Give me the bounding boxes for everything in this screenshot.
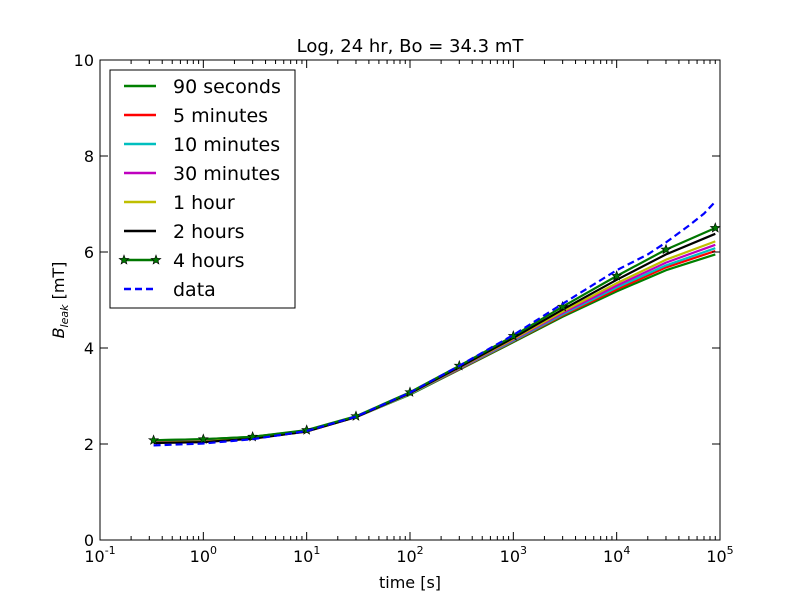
series-marker-4-hours bbox=[147, 434, 160, 445]
series-marker-4-hours bbox=[301, 424, 313, 435]
x-tick-label: 101 bbox=[293, 544, 320, 566]
x-tick-label: 103 bbox=[500, 544, 527, 566]
y-axis-title-unit: [mT] bbox=[49, 262, 68, 305]
legend-marker-4-hours bbox=[150, 254, 162, 265]
y-axis-title-symbol: B bbox=[49, 327, 68, 338]
y-tick-label: 2 bbox=[84, 435, 94, 454]
x-tick-label: 102 bbox=[396, 544, 423, 566]
series-marker-4-hours bbox=[709, 222, 721, 233]
x-tick-label: 100 bbox=[190, 544, 217, 566]
series-marker-4-hours bbox=[660, 243, 672, 255]
legend: 90 seconds 5 minutes 10 minutes 30 minutes 1… bbox=[109, 69, 296, 309]
series-marker-4-hours bbox=[507, 330, 519, 341]
legend-label-4-hours: 4 hours bbox=[173, 250, 245, 272]
series-layer bbox=[147, 200, 721, 447]
x-tick-label: 105 bbox=[706, 544, 733, 566]
legend-label-5-minutes: 5 minutes bbox=[173, 105, 268, 127]
y-axis-title-subscript: leak bbox=[58, 304, 71, 328]
x-tick-label: 104 bbox=[603, 544, 630, 566]
y-tick-label: 4 bbox=[84, 339, 94, 358]
y-tick-label: 10 bbox=[74, 51, 94, 70]
legend-marker-4-hours bbox=[118, 254, 130, 265]
x-axis-title: time [s] bbox=[379, 573, 441, 592]
legend-label-2-hours: 2 hours bbox=[173, 221, 245, 243]
legend-label-10-minutes: 10 minutes bbox=[173, 134, 280, 156]
legend-box bbox=[109, 69, 296, 309]
legend-label-1-hour: 1 hour bbox=[173, 192, 235, 214]
series-marker-4-hours bbox=[197, 433, 209, 444]
chart-title: Log, 24 hr, Bo = 34.3 mT bbox=[297, 36, 525, 57]
y-axis-title: Bleak [mT] bbox=[49, 262, 71, 339]
y-tick-label: 8 bbox=[84, 147, 94, 166]
y-tick-label: 6 bbox=[84, 243, 94, 262]
y-tick-label: 0 bbox=[84, 531, 94, 550]
legend-label-90-seconds: 90 seconds bbox=[173, 76, 281, 98]
legend-label-data: data bbox=[173, 279, 216, 301]
series-marker-4-hours bbox=[557, 300, 569, 312]
x-tick-label: 10-1 bbox=[84, 544, 115, 566]
legend-label-30-minutes: 30 minutes bbox=[173, 163, 280, 185]
series-marker-4-hours bbox=[611, 270, 623, 281]
axes-layer: 10-1 100 101 102 103 104 105 0 2 4 6 8 10 bbox=[74, 51, 734, 566]
